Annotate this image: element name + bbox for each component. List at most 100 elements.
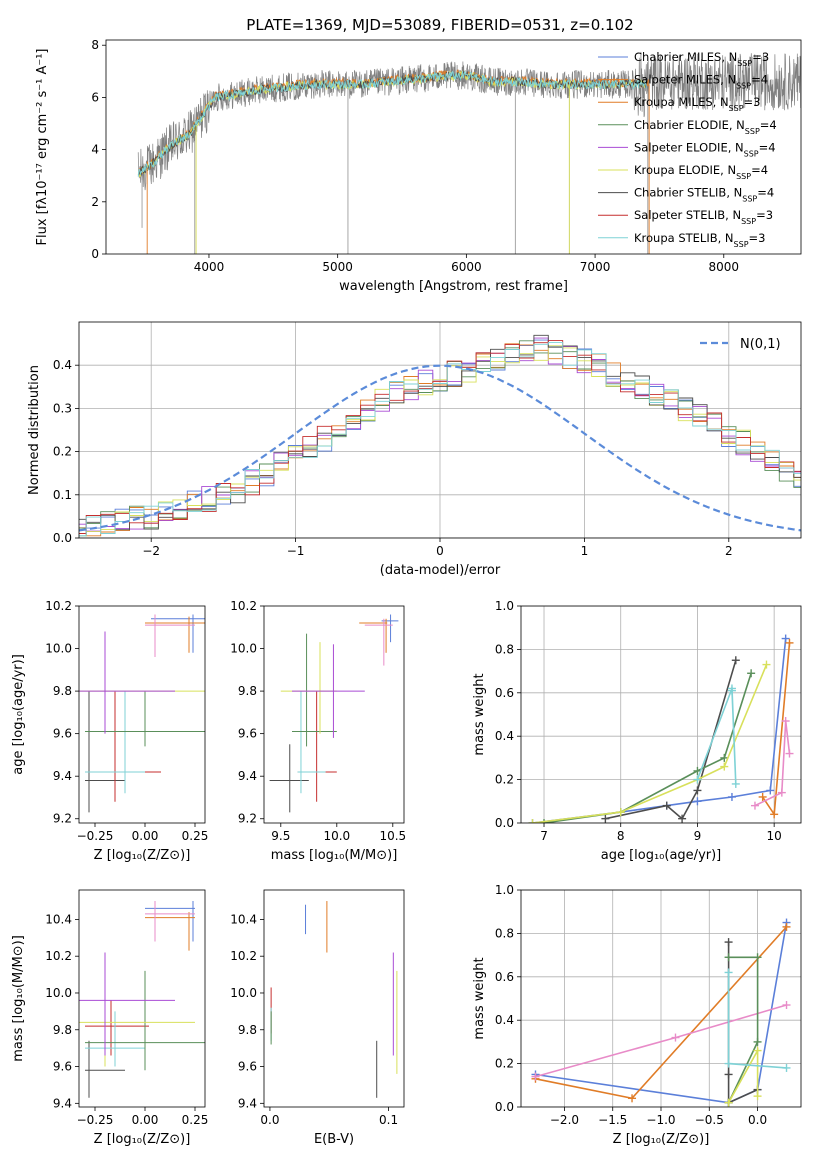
x-tick-label: −0.25 [77,1113,114,1127]
histogram-step [79,342,801,537]
y-axis-label: mass weight [472,957,487,1039]
y-tick-label: 4 [91,143,99,157]
legend-suffix: =4 [757,186,774,200]
legend-entry: Salpeter ELODIE, NSSP=4 [634,140,776,158]
y-tick-label: 0.8 [495,926,514,940]
legend-entry: Chabrier MILES, NSSP=3 [634,50,769,68]
panel-residuals: −2 −1 0 1 2 0.0 0.1 0.2 0.3 0.4 (data-model)/error… [27,321,802,578]
legend-subscript: SSP [729,104,744,113]
panel-weight-vs-Z: −2.0 −1.5 −1.0 −0.5 0.0 0.0 0.2 0.4 0.6 0.8 1.0 Z [… [472,883,802,1147]
x-tick-label: 0 [436,544,444,558]
y-axis-label: Flux [fλ10⁻¹⁷ erg cm⁻² s⁻¹ A⁻¹] [35,49,50,246]
x-tick-label: 4000 [194,260,225,274]
y-tick-label: 10.0 [45,642,72,656]
y-tick-label: 9.4 [238,1096,257,1110]
x-tick-label: 6000 [451,260,482,274]
x-tick-label: −1 [287,544,305,558]
panel-mass-vs-ebv: 0.0 0.1 9.4 9.6 9.8 10.0 10.2 10.4 E(B-V) [230,889,405,1147]
y-tick-label: 9.4 [53,769,72,783]
legend-entry: Kroupa ELODIE, NSSP=4 [634,163,768,181]
weight-series-line [605,660,737,820]
y-tick-label: 9.8 [238,1023,257,1037]
panel-spectrum: 4000 5000 6000 7000 8000 0 2 4 6 8 wavelength [Ang… [35,38,802,294]
y-tick-label: 0.0 [53,531,72,545]
x-tick-label: −1.5 [598,1113,627,1127]
y-tick-label: 10.2 [45,949,72,963]
y-tick-label: 0.1 [53,488,72,502]
y-tick-label: 0.8 [495,642,514,656]
legend-entry: Salpeter MILES, NSSP=4 [634,73,768,91]
y-tick-label: 0.6 [495,686,514,700]
x-tick-label: 0.0 [748,1113,767,1127]
y-tick-label: 0.4 [495,1013,514,1027]
legend-suffix: =3 [744,95,761,109]
x-tick-label: 10.0 [323,829,350,843]
legend-suffix: =3 [752,50,769,64]
x-axis-label: Z [log₁₀(Z/Z⊙)] [613,1132,710,1147]
x-tick-label: 0.25 [182,829,209,843]
legend-subscript: SSP [744,149,759,158]
x-tick-label: 1 [581,544,589,558]
legend-entry: Chabrier ELODIE, NSSP=4 [634,118,777,136]
y-axis-label: mass weight [472,673,487,755]
legend-subscript: SSP [734,239,749,248]
y-tick-label: 10.2 [230,599,257,613]
legend-suffix: =4 [760,118,777,132]
histogram-step [79,340,801,534]
axes-frame [78,889,206,1108]
x-tick-label: −1.0 [646,1113,675,1127]
axes-frame [78,605,206,824]
x-tick-label: 2 [725,544,733,558]
weight-series-line [727,1047,759,1104]
y-tick-label: 10.0 [230,986,257,1000]
legend-subscript: SSP [736,172,751,181]
panel-weight-vs-age: 7 8 9 10 0.0 0.2 0.4 0.6 0.8 1.0 age [log₁₀(age/yr… [472,599,802,863]
plot-area [137,51,801,254]
x-axis-label: (data-model)/error [380,563,501,578]
plot-area [269,614,399,813]
legend-suffix: =4 [759,140,776,154]
x-tick-label: −2.0 [550,1113,579,1127]
x-tick-label: 9 [694,829,702,843]
y-tick-label: 9.4 [238,769,257,783]
x-tick-label: 0.1 [379,1113,398,1127]
legend-subscript: SSP [736,81,751,90]
y-tick-label: 10.0 [45,986,72,1000]
plot-area [270,901,398,1098]
x-tick-label: 0.25 [182,1113,209,1127]
x-axis-label: wavelength [Angstrom, rest frame] [339,279,568,294]
histogram-step [79,340,801,529]
plot-area [521,890,801,1107]
plot-area [79,901,205,1098]
legend-subscript: SSP [737,59,752,68]
legend-suffix: =3 [756,208,773,222]
y-tick-label: 10.4 [230,912,257,926]
weight-series-line [696,688,737,784]
y-tick-label: 10.4 [45,912,72,926]
gaussian-curve [79,364,801,532]
legend-subscript: SSP [741,217,756,226]
x-axis-label: E(B-V) [314,1132,354,1147]
plot-area [79,322,801,538]
x-tick-label: 5000 [322,260,353,274]
y-axis-label: mass [log₁₀(M/M⊙)] [11,935,26,1062]
plot-area [79,614,205,813]
y-tick-label: 9.8 [53,684,72,698]
y-tick-label: 6 [91,90,99,104]
y-tick-label: 0.0 [495,1100,514,1114]
x-axis-label: Z [log₁₀(Z/Z⊙)] [94,848,191,863]
y-tick-label: 9.6 [53,1060,72,1074]
legend-entry: Salpeter STELIB, NSSP=3 [634,208,773,226]
x-tick-label: 0.00 [132,1113,159,1127]
legend-entry: Kroupa STELIB, NSSP=3 [634,231,765,249]
legend-subscript: SSP [745,126,760,135]
axes-frame [263,889,405,1108]
x-tick-label: 8000 [709,260,740,274]
y-axis-label: age [log₁₀(age/yr)] [11,654,26,775]
x-tick-label: 0.0 [260,1113,279,1127]
axes-frame [105,39,802,255]
y-tick-label: 9.6 [238,727,257,741]
y-tick-label: 0 [91,247,99,261]
y-tick-label: 9.6 [53,727,72,741]
y-tick-label: 0.3 [53,401,72,415]
